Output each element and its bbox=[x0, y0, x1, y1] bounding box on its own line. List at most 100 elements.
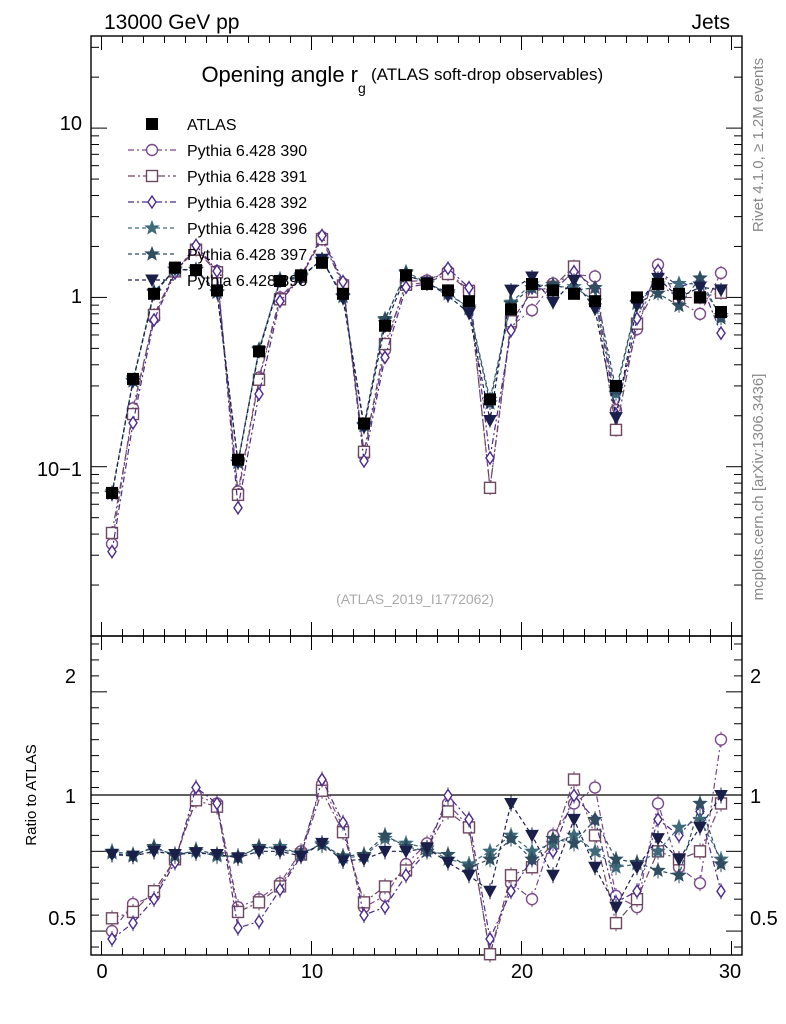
ratio-point bbox=[231, 852, 245, 865]
main-tick-marks bbox=[91, 36, 742, 637]
ratio-point bbox=[338, 815, 348, 830]
atlas-data-point bbox=[274, 274, 286, 287]
series-point bbox=[275, 293, 285, 309]
ratio-point bbox=[462, 869, 476, 883]
atlas-data-point bbox=[673, 287, 685, 300]
series-point bbox=[443, 261, 453, 276]
ratio-point bbox=[588, 861, 602, 875]
series-point bbox=[567, 274, 581, 288]
ratio-point bbox=[569, 788, 579, 803]
legend-marker bbox=[145, 274, 159, 288]
ratio-point bbox=[672, 853, 686, 867]
ratio-point bbox=[380, 899, 390, 915]
atlas-data-point bbox=[442, 284, 454, 297]
ratio-point bbox=[357, 853, 371, 867]
ratio-point bbox=[377, 827, 393, 842]
ratio-point bbox=[273, 845, 287, 859]
ratio-line-3 bbox=[111, 818, 722, 868]
ratio-series-layer bbox=[104, 731, 729, 963]
ratio-point bbox=[587, 843, 603, 858]
legend-label: Pythia 6.428 391 bbox=[187, 169, 307, 186]
atlas-data-point bbox=[295, 269, 307, 282]
legend-label: Pythia 6.428 392 bbox=[187, 195, 307, 212]
ratio-point bbox=[378, 880, 392, 893]
ratio-point bbox=[524, 851, 540, 866]
ratio-point bbox=[443, 788, 453, 803]
chart-title-main: Opening angle r bbox=[201, 62, 358, 87]
ratio-point bbox=[567, 773, 581, 786]
series-point bbox=[212, 263, 222, 279]
series-point bbox=[671, 275, 687, 291]
atlas-data-point bbox=[379, 319, 391, 332]
ratio-point bbox=[483, 948, 497, 961]
ratio-point bbox=[693, 821, 707, 835]
atlas-data-point bbox=[589, 295, 601, 308]
atlas-data-point bbox=[358, 417, 370, 430]
series-point bbox=[483, 481, 497, 495]
ratio-point bbox=[149, 891, 159, 907]
atlas-data-point bbox=[463, 295, 475, 308]
ratio-point bbox=[441, 805, 455, 818]
ratio-tick-label-2-right: 2 bbox=[750, 666, 761, 688]
ratio-tick-label-0-5: 0.5 bbox=[48, 908, 76, 930]
legend-marker-atlas bbox=[146, 118, 158, 130]
ratio-point bbox=[482, 851, 498, 866]
series-point bbox=[191, 238, 201, 253]
legend-marker bbox=[145, 143, 159, 157]
ratio-point bbox=[504, 797, 518, 811]
ratio-point bbox=[545, 830, 561, 846]
legend-marker bbox=[145, 169, 159, 183]
ratio-point bbox=[716, 883, 726, 899]
ratio-tick-label-1-right: 1 bbox=[750, 786, 761, 808]
legend-marker bbox=[147, 194, 157, 210]
legend-label: Pythia 6.428 398 bbox=[187, 273, 307, 290]
ratio-point bbox=[609, 916, 623, 930]
legend-label: Pythia 6.428 397 bbox=[187, 247, 307, 264]
ratio-point bbox=[233, 920, 243, 936]
ratio-point bbox=[252, 845, 266, 859]
series-point bbox=[231, 488, 245, 502]
atlas-data-point bbox=[148, 287, 160, 300]
ratio-line-2 bbox=[111, 777, 722, 942]
atlas-data-point bbox=[631, 291, 643, 304]
series-point bbox=[525, 271, 539, 285]
ratio-point bbox=[587, 811, 603, 827]
ratio-point bbox=[210, 849, 224, 862]
chart-title: Opening angle r g (ATLAS soft-drop obser… bbox=[201, 62, 603, 96]
ratio-point bbox=[315, 837, 329, 851]
ratio-line-0 bbox=[111, 739, 722, 955]
ratio-point bbox=[378, 845, 392, 859]
ratio-point bbox=[399, 845, 413, 859]
legend-marker bbox=[144, 245, 160, 261]
legend-label: Pythia 6.428 390 bbox=[187, 143, 307, 160]
atlas-data-point bbox=[169, 261, 181, 274]
series-point bbox=[483, 414, 497, 428]
ratio-point bbox=[671, 819, 687, 834]
series-point bbox=[317, 228, 327, 243]
legend-marker bbox=[144, 219, 160, 235]
ratio-point bbox=[252, 896, 266, 909]
ratio-y-axis-label: Ratio to ATLAS bbox=[23, 744, 40, 845]
ratio-point bbox=[714, 733, 728, 746]
series-point bbox=[149, 312, 159, 328]
series-point bbox=[525, 304, 539, 317]
ratio-point bbox=[504, 869, 518, 882]
xtick-label-0: 0 bbox=[96, 961, 107, 983]
atlas-data-point bbox=[127, 372, 139, 385]
ratio-point bbox=[147, 845, 161, 859]
atlas-data-point bbox=[190, 264, 202, 277]
series-point bbox=[401, 280, 411, 295]
atlas-data-point bbox=[547, 284, 559, 297]
atlas-data-point bbox=[484, 393, 496, 406]
atlas-data-point bbox=[421, 278, 433, 291]
ratio-point bbox=[254, 914, 264, 929]
ratio-point bbox=[441, 856, 455, 870]
series-point bbox=[693, 281, 707, 295]
rivet-version-label: Rivet 4.1.0, ≥ 1.2M events bbox=[750, 58, 767, 232]
atlas-data-point bbox=[610, 379, 622, 392]
series-point bbox=[671, 297, 687, 313]
ratio-point bbox=[714, 790, 728, 803]
series-point bbox=[485, 450, 495, 466]
series-point bbox=[254, 386, 264, 402]
